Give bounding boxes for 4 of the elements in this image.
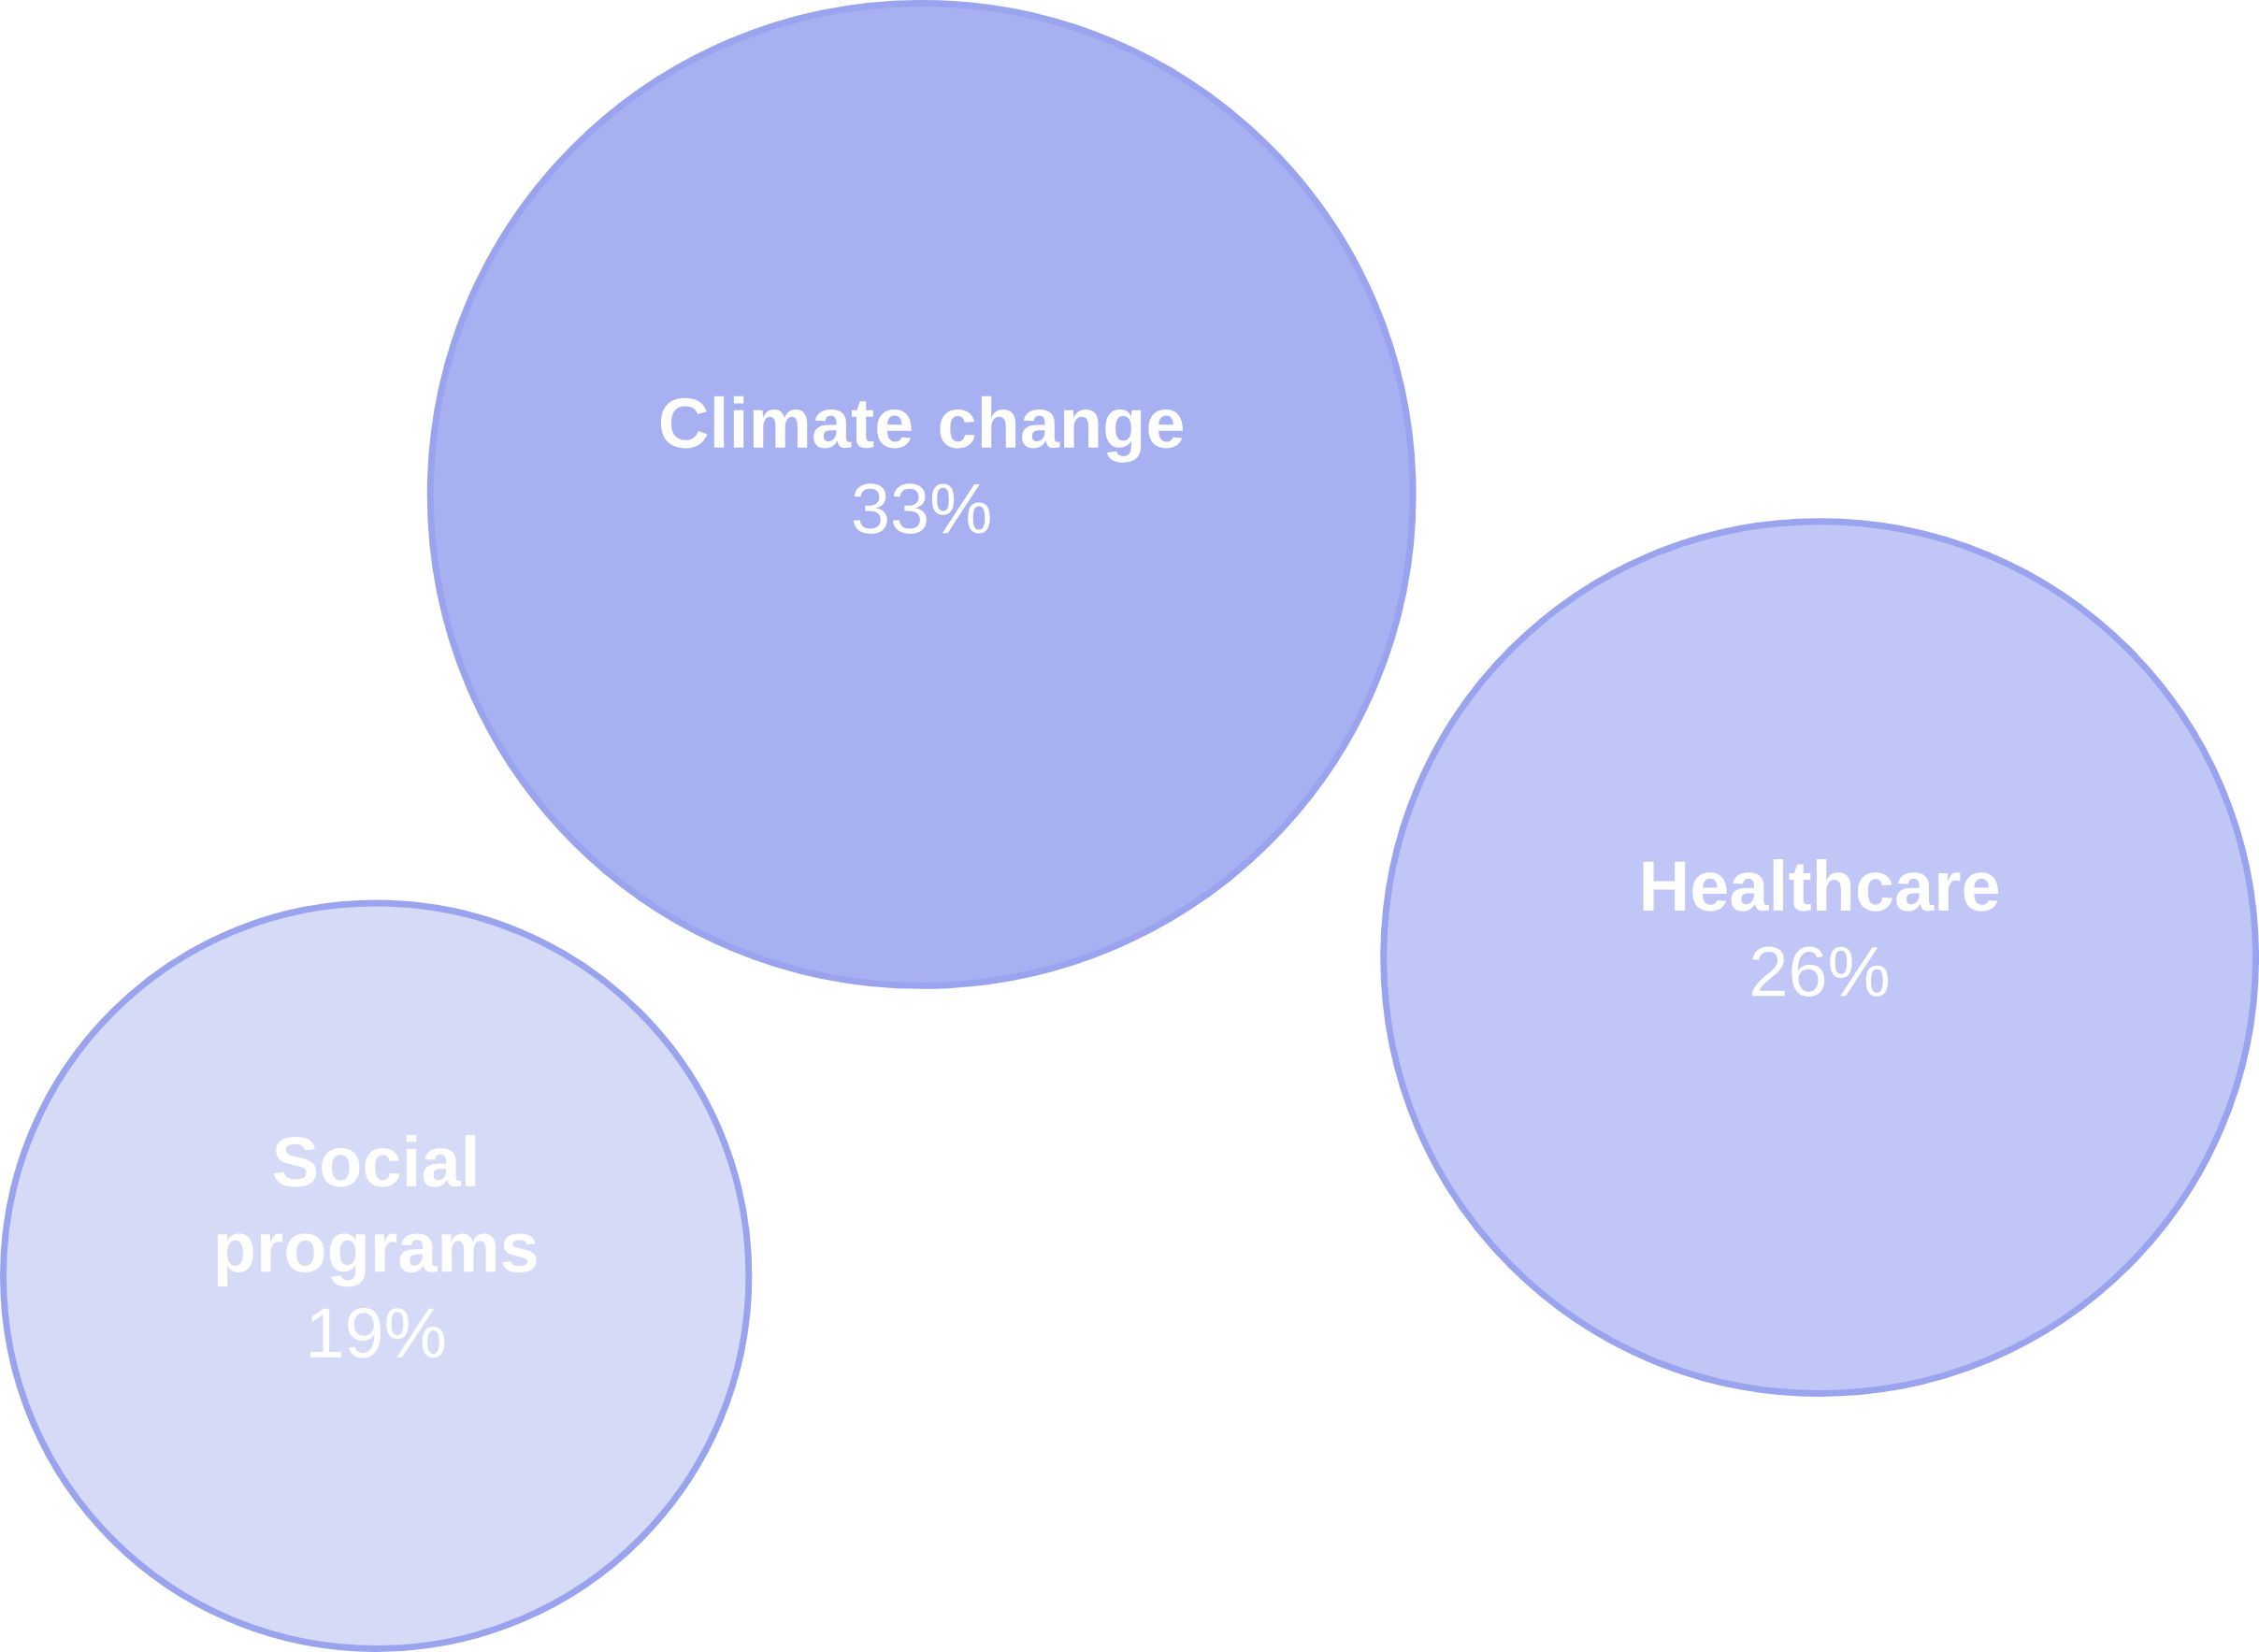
data-label: 33% (853, 483, 990, 534)
data-label: 26% (1752, 946, 1889, 998)
category-label: Healthcare (1643, 859, 1999, 912)
category-label: Climate change (660, 395, 1183, 463)
